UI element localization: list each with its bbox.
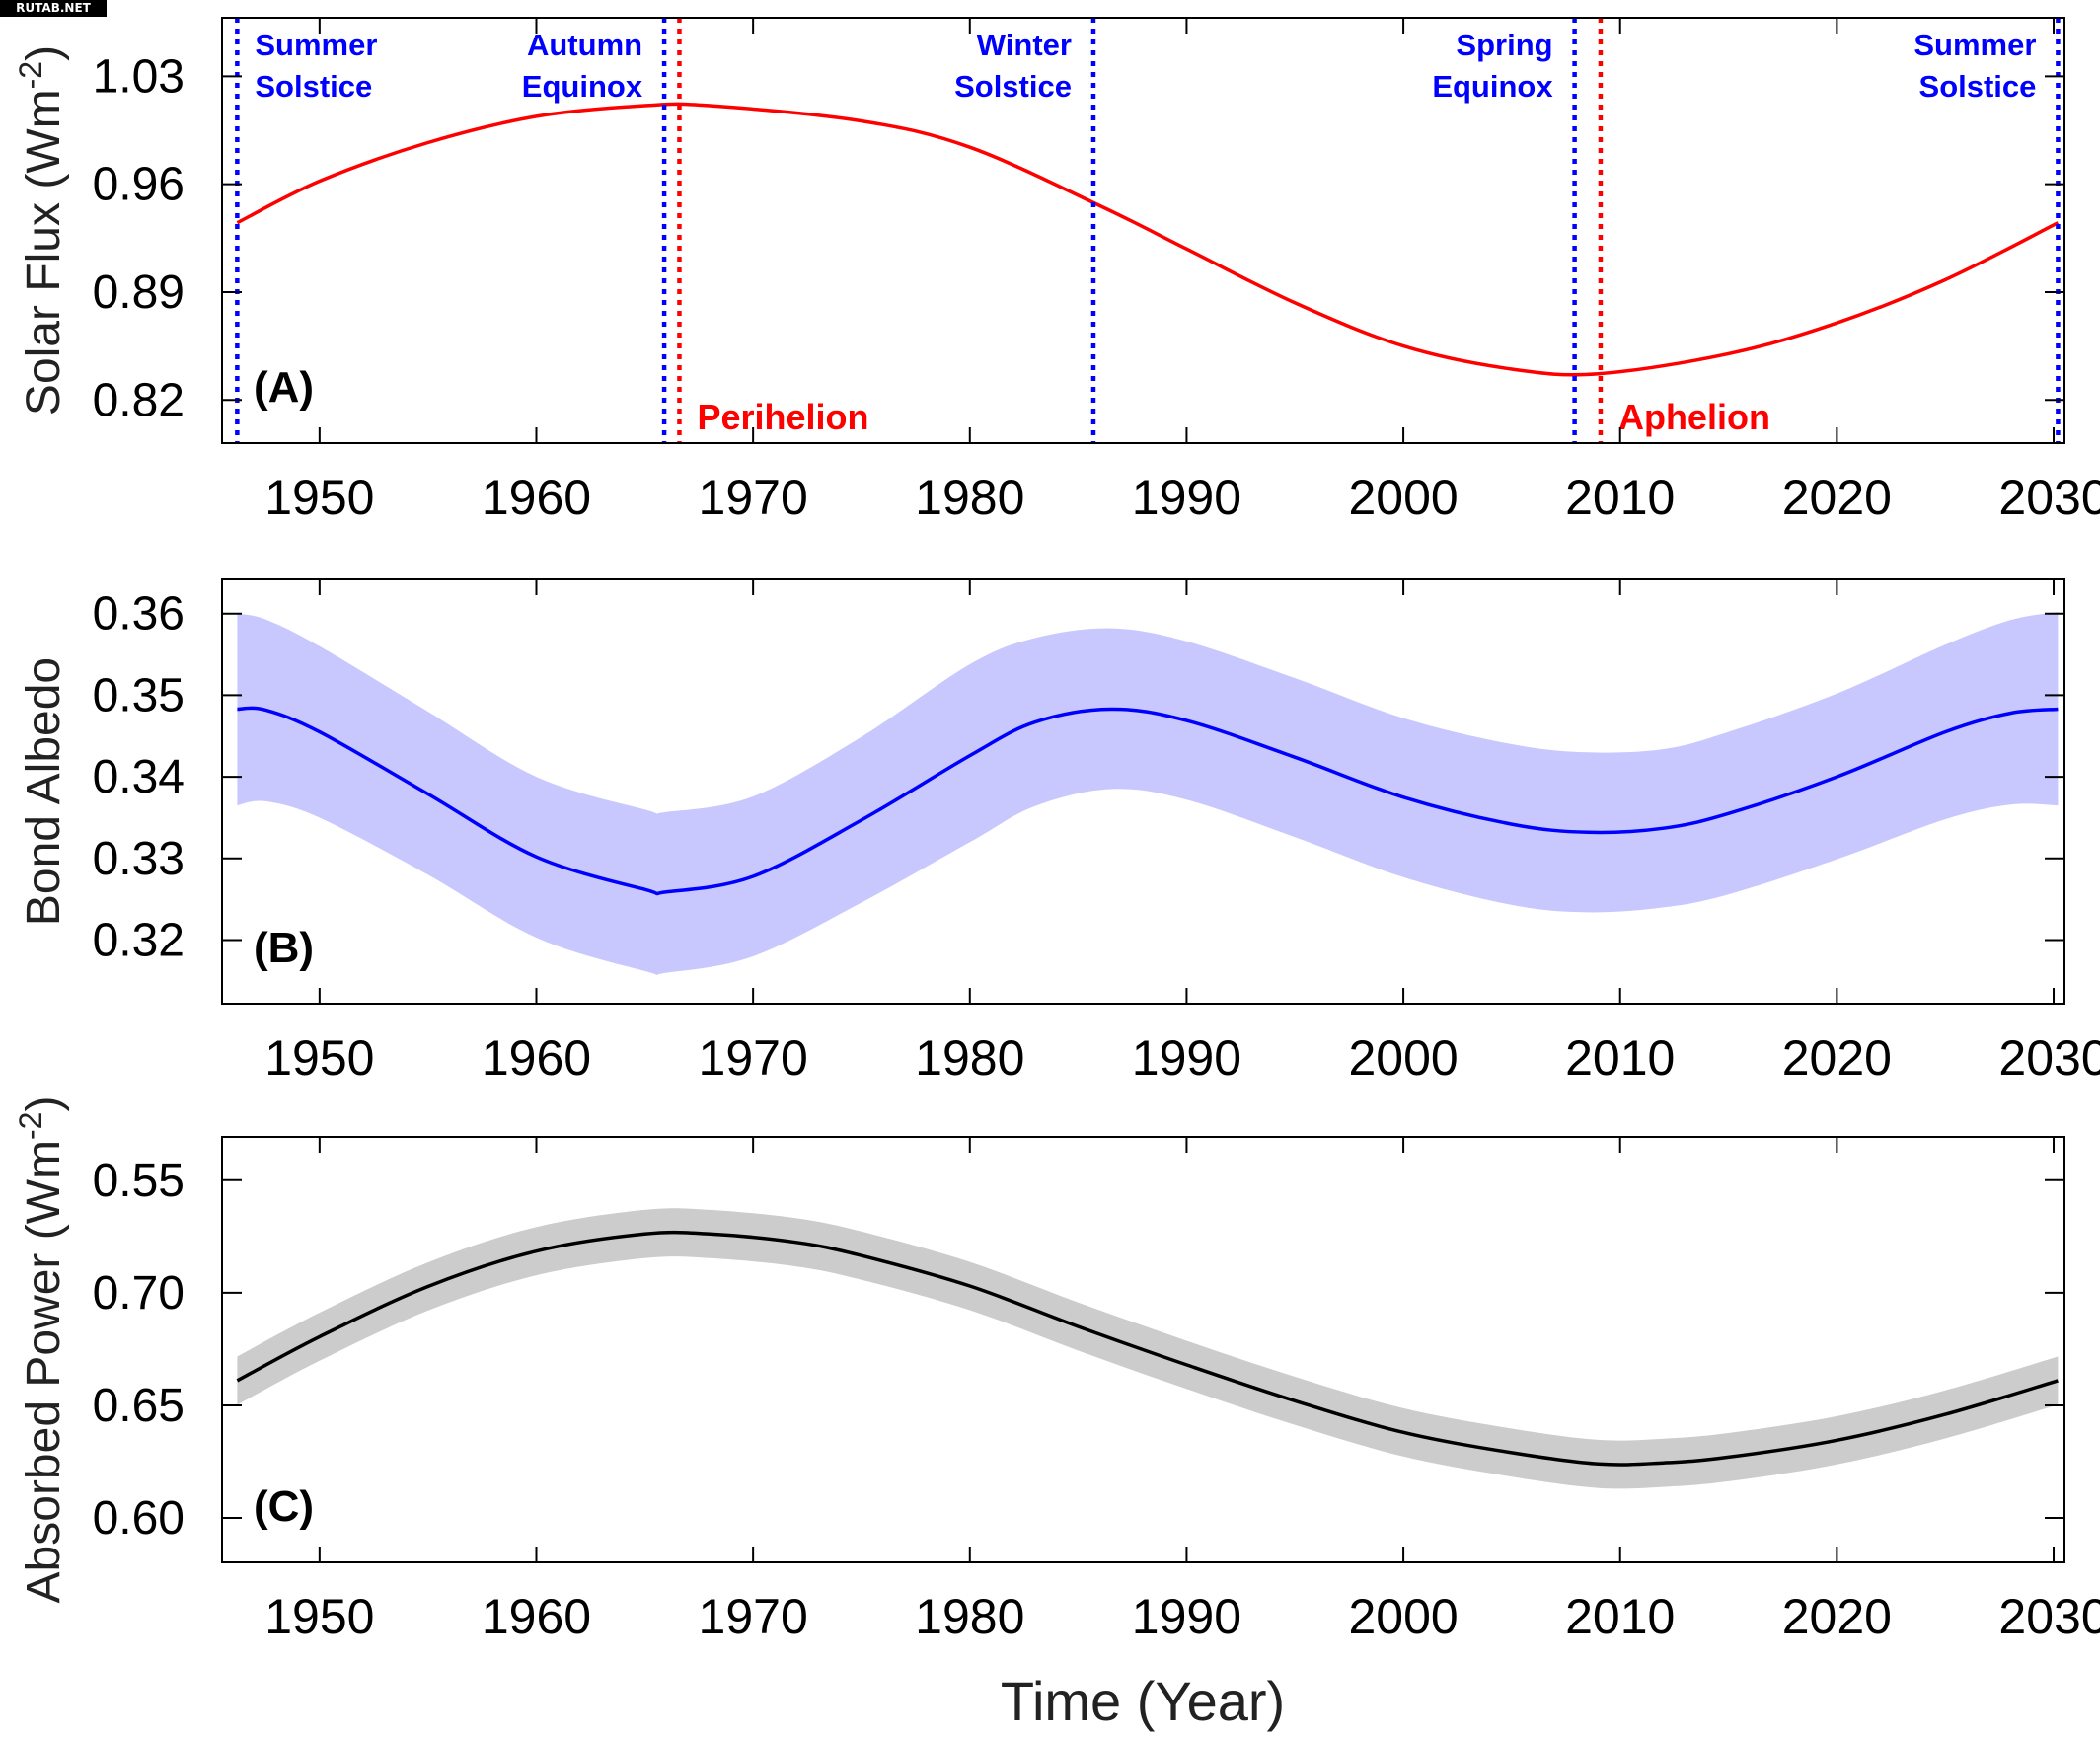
- event-label: Solstice: [255, 69, 372, 104]
- x-tick-label: 1970: [699, 470, 808, 525]
- x-tick-label: 2020: [1782, 1589, 1892, 1644]
- x-tick-label: 2010: [1565, 470, 1675, 525]
- panel-b: 0.32 0.33 0.34 0.35 0.36 1950 1960 1970 1980 1990…: [18, 578, 2100, 1086]
- plot-frame: [221, 1136, 2065, 1563]
- event-label: Equinox: [522, 69, 643, 104]
- panel-c: 0.60 0.65 0.70 0.55 1950 1960 1970 1980 1990 2000…: [13, 1096, 2100, 1644]
- event-label: Solstice: [1919, 69, 2037, 104]
- x-tick-label: 2010: [1565, 1589, 1675, 1644]
- x-tick-label: 1960: [482, 1589, 591, 1644]
- event-label: Summer: [1913, 28, 2036, 62]
- y-tick-label: 0.55: [93, 1155, 185, 1207]
- y-tick-label: 0.65: [93, 1380, 185, 1432]
- x-tick-label: 2030: [1998, 470, 2100, 525]
- x-tick-label: 1990: [1132, 470, 1241, 525]
- panel-a: Summer Solstice Autumn Equinox Perihelion Win…: [13, 17, 2100, 525]
- event-label: Solstice: [954, 69, 1072, 104]
- panel-label: (A): [254, 363, 314, 412]
- x-tick-label: 1970: [699, 1589, 808, 1644]
- event-label: Autumn: [527, 28, 642, 62]
- y-tick-label: 0.82: [93, 374, 185, 426]
- y-axis-label: Solar Flux (Wm-2): [13, 45, 70, 416]
- x-tick-label: 1950: [264, 1030, 374, 1086]
- event-label: Summer: [255, 28, 377, 62]
- event-label: Spring: [1456, 28, 1552, 62]
- y-tick-label: 0.33: [93, 833, 185, 885]
- plot-frame: [221, 578, 2065, 1005]
- y-tick-label: 0.36: [93, 588, 185, 641]
- x-tick-label: 2000: [1348, 1030, 1458, 1086]
- event-label: Winter: [977, 28, 1072, 62]
- panel-label: (B): [254, 924, 314, 972]
- x-tick-label: 1950: [264, 1589, 374, 1644]
- y-tick-label: 0.70: [93, 1267, 185, 1320]
- uncertainty-band: [237, 1208, 2059, 1489]
- x-tick-label: 1960: [482, 470, 591, 525]
- y-axis-label: Bond Albedo: [18, 657, 70, 926]
- event-label: Perihelion: [697, 397, 868, 437]
- x-axis-label: Time (Year): [1001, 1670, 1285, 1732]
- uncertainty-band: [237, 612, 2059, 975]
- plot-frame: [221, 17, 2065, 444]
- panel-label: (C): [254, 1482, 314, 1531]
- y-tick-label: 1.03: [93, 50, 185, 103]
- y-tick-label: 0.60: [93, 1492, 185, 1545]
- x-tick-label: 1970: [699, 1030, 808, 1086]
- series-line: [236, 102, 2060, 377]
- y-tick-label: 0.35: [93, 669, 185, 721]
- x-tick-label: 1980: [915, 470, 1024, 525]
- x-tick-label: 2020: [1782, 1030, 1892, 1086]
- x-tick-label: 2000: [1348, 470, 1458, 525]
- x-tick-label: 1980: [915, 1030, 1024, 1086]
- y-axis-label: Absorbed Power (Wm-2): [13, 1096, 70, 1604]
- y-tick-label: 0.89: [93, 266, 185, 319]
- x-tick-label: 1960: [482, 1030, 591, 1086]
- x-tick-label: 2000: [1348, 1589, 1458, 1644]
- y-tick-label: 0.96: [93, 159, 185, 211]
- event-label: Aphelion: [1618, 397, 1770, 437]
- x-tick-label: 2010: [1565, 1030, 1675, 1086]
- x-tick-label: 1990: [1132, 1030, 1241, 1086]
- x-tick-label: 1950: [264, 470, 374, 525]
- y-tick-label: 0.32: [93, 915, 185, 967]
- x-tick-label: 2030: [1998, 1589, 2100, 1644]
- x-tick-label: 1990: [1132, 1589, 1241, 1644]
- series-line: [236, 1230, 2059, 1467]
- x-tick-label: 2030: [1998, 1030, 2100, 1086]
- event-label: Equinox: [1432, 69, 1553, 104]
- x-tick-label: 1980: [915, 1589, 1024, 1644]
- watermark: RUTAB.NET: [0, 0, 107, 17]
- y-tick-label: 0.34: [93, 751, 185, 803]
- x-tick-label: 2020: [1782, 470, 1892, 525]
- series-line: [237, 706, 2059, 896]
